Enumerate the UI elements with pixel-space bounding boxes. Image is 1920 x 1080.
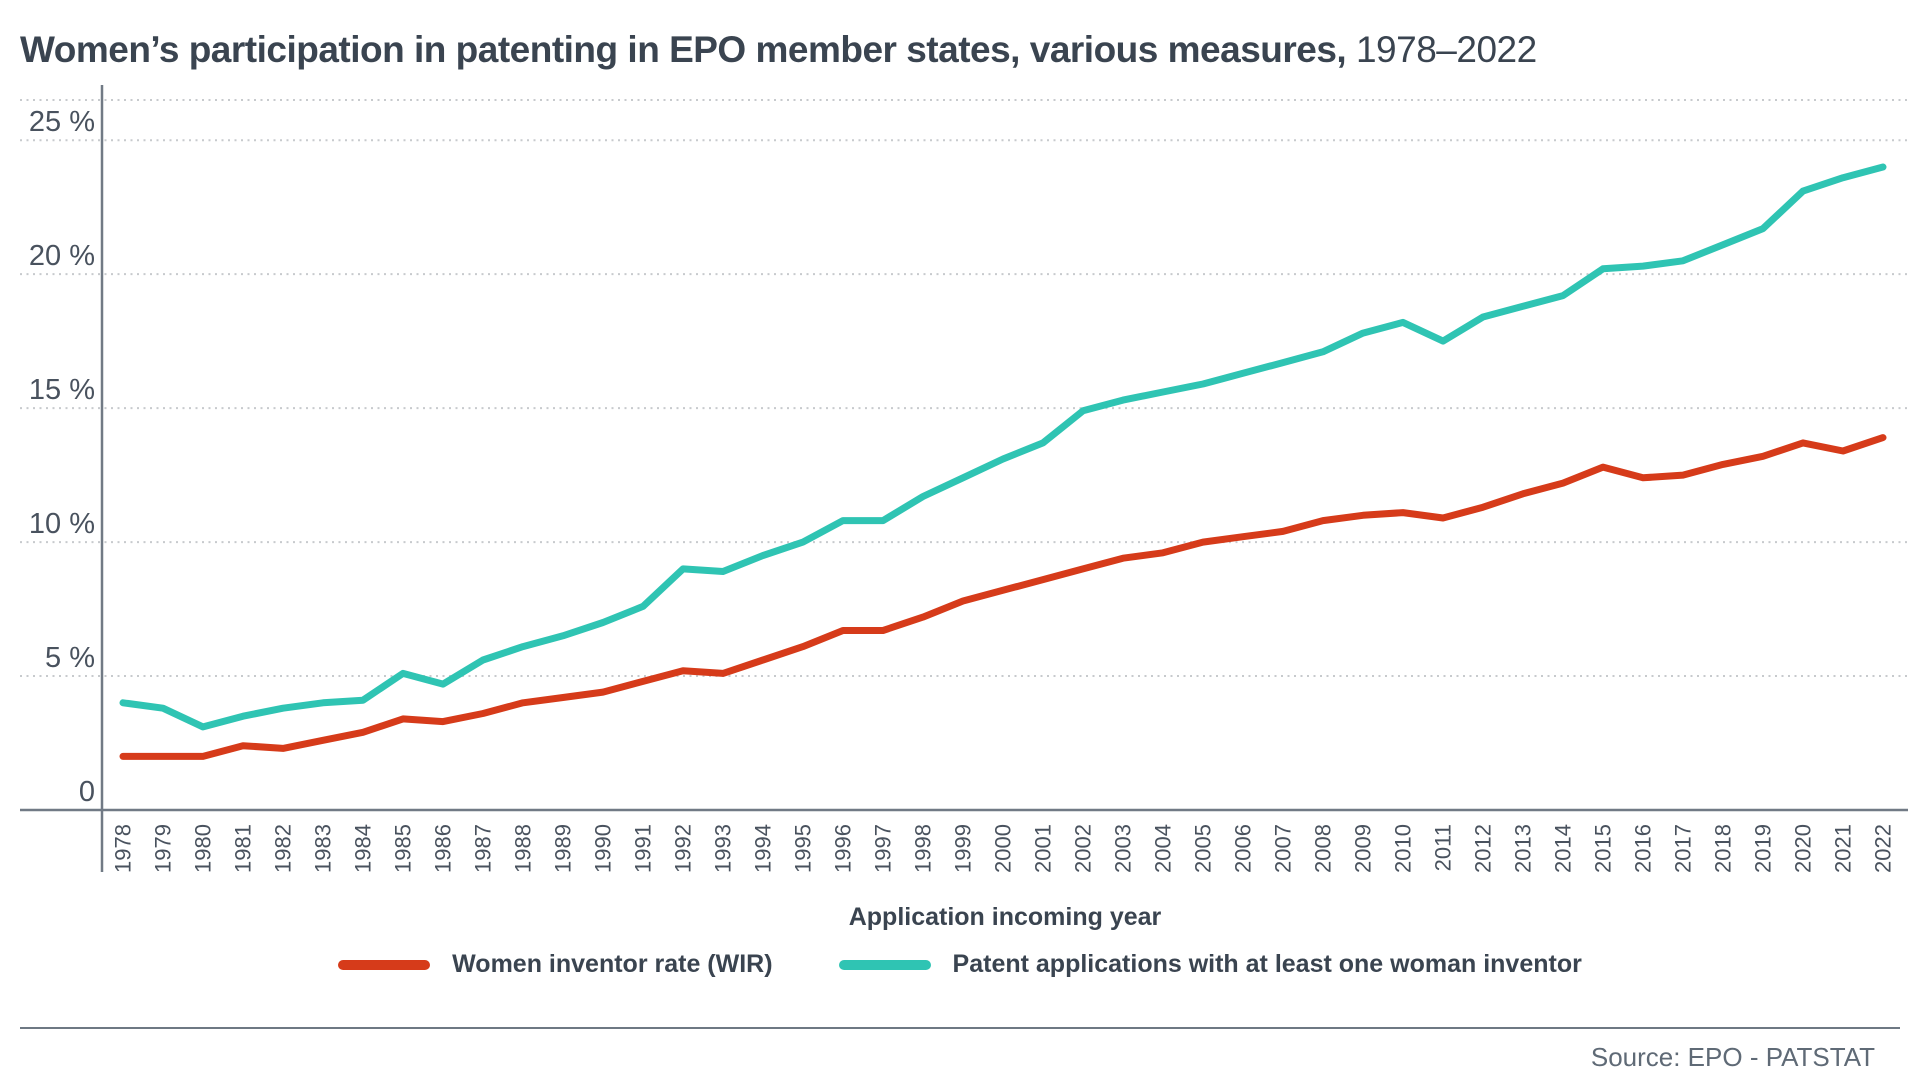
x-tick-label: 2022 (1871, 824, 1896, 873)
series-line-wir (119, 434, 1887, 760)
x-tick-label: 2015 (1591, 824, 1616, 873)
x-tick-label: 1988 (511, 824, 536, 873)
x-tick-label: 2011 (1431, 824, 1456, 871)
x-tick-label: 2010 (1391, 824, 1416, 873)
y-tick-label: 5 % (45, 642, 95, 674)
x-tick-label: 1986 (431, 824, 456, 873)
woman-inventor-line-swatch (838, 959, 931, 970)
x-tick-label: 2018 (1711, 824, 1736, 873)
footer-divider (20, 1027, 1900, 1029)
x-tick-label: 2005 (1191, 824, 1216, 873)
legend-item-wir: Women inventor rate (WIR) (338, 950, 773, 979)
x-tick-label: 2021 (1831, 824, 1856, 873)
title-main: Women’s participation in patenting in EP… (20, 28, 1347, 70)
x-axis-title: Application incoming year (848, 903, 1162, 931)
x-tick-label: 1987 (471, 824, 496, 873)
legend-item-woman-inventor: Patent applications with at least one wo… (838, 950, 1582, 979)
page-title: Women’s participation in patenting in EP… (20, 29, 1537, 71)
x-tick-label: 2014 (1551, 824, 1576, 873)
legend-label-wir: Women inventor rate (WIR) (452, 950, 773, 978)
x-tick-label: 2019 (1751, 824, 1776, 873)
x-tick-label: 1996 (831, 824, 856, 873)
series-line-woman-inventor (119, 163, 1887, 731)
x-tick-label: 1992 (671, 824, 696, 873)
x-tick-label: 2013 (1511, 824, 1536, 873)
x-tick-label: 2017 (1671, 824, 1696, 873)
line-chart: 0 5 % 10 % 15 % 20 % 25 % 1978 1979 1980 1981 1982… (20, 85, 1908, 873)
x-tick-label: 1985 (391, 824, 416, 873)
x-tick-label: 2003 (1111, 824, 1136, 873)
y-tick-label: 0 (79, 776, 95, 808)
y-tick-label: 10 % (29, 508, 95, 540)
wir-line-swatch (338, 959, 431, 970)
x-tick-label: 2020 (1791, 824, 1816, 873)
x-tick-label: 1995 (791, 824, 816, 873)
x-tick-label: 1978 (111, 824, 136, 873)
x-tick-label: 1991 (631, 824, 656, 873)
x-tick-label: 2007 (1271, 824, 1296, 873)
x-tick-label: 1984 (351, 824, 376, 873)
x-tick-label: 2006 (1231, 824, 1256, 873)
x-tick-label: 1983 (311, 824, 336, 873)
x-tick-label: 1994 (751, 824, 776, 873)
x-tick-label: 2000 (991, 824, 1016, 873)
title-period: 1978–2022 (1346, 28, 1537, 70)
x-tick-label: 1980 (191, 824, 216, 873)
x-tick-label: 1998 (911, 824, 936, 873)
x-tick-label: 2012 (1471, 824, 1496, 873)
y-tick-label: 15 % (29, 374, 95, 406)
y-tick-label: 20 % (29, 240, 95, 272)
x-tick-label: 2004 (1151, 824, 1176, 873)
x-tick-label: 1981 (231, 824, 256, 873)
x-tick-label: 1979 (151, 824, 176, 873)
x-tick-label: 1997 (871, 824, 896, 873)
x-tick-label: 1993 (711, 824, 736, 873)
x-tick-label: 2002 (1071, 824, 1096, 873)
x-tick-label: 1989 (551, 824, 576, 873)
y-tick-label: 25 % (29, 106, 95, 138)
legend-label-woman-inventor: Patent applications with at least one wo… (952, 950, 1582, 978)
x-tick-label: 2016 (1631, 824, 1656, 873)
x-tick-label: 1999 (951, 824, 976, 873)
source-credit: Source: EPO - PATSTAT (1590, 1042, 1875, 1072)
x-tick-label: 1982 (271, 824, 296, 873)
chart-legend: Women inventor rate (WIR) Patent applica… (0, 950, 1920, 979)
x-tick-label: 2009 (1351, 824, 1376, 873)
x-tick-label: 2001 (1031, 824, 1056, 873)
x-tick-label: 2008 (1311, 824, 1336, 873)
x-tick-label: 1990 (591, 824, 616, 873)
